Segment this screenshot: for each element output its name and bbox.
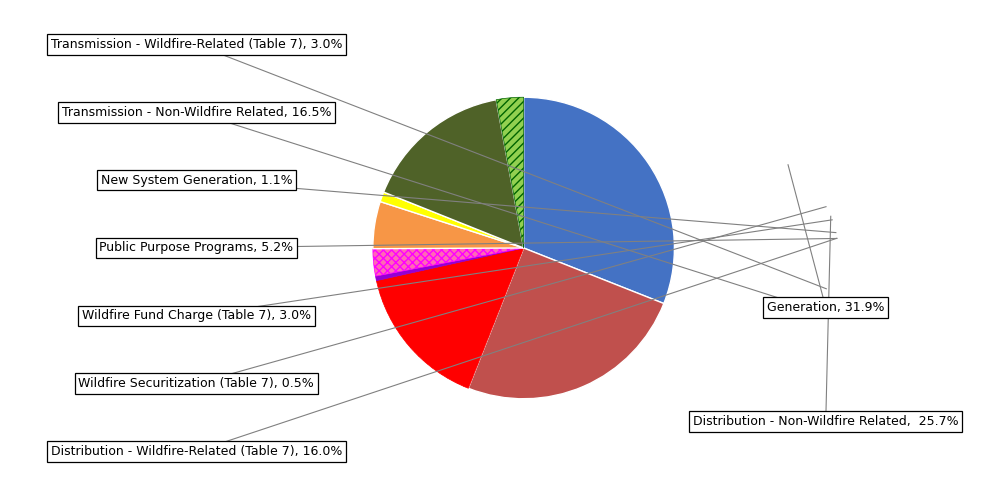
Text: Distribution - Wildfire-Related (Table 7), 16.0%: Distribution - Wildfire-Related (Table 7… (50, 445, 342, 458)
Text: New System Generation, 1.1%: New System Generation, 1.1% (101, 174, 292, 186)
Wedge shape (373, 201, 524, 248)
Text: Wildfire Securitization (Table 7), 0.5%: Wildfire Securitization (Table 7), 0.5% (79, 377, 314, 390)
Text: Transmission - Wildfire-Related (Table 7), 3.0%: Transmission - Wildfire-Related (Table 7… (50, 38, 342, 51)
Wedge shape (381, 192, 524, 248)
Text: Generation, 31.9%: Generation, 31.9% (767, 301, 884, 314)
Wedge shape (496, 97, 524, 248)
Text: Distribution - Non-Wildfire Related,  25.7%: Distribution - Non-Wildfire Related, 25.… (693, 415, 959, 428)
Wedge shape (468, 248, 664, 399)
Wedge shape (377, 248, 524, 388)
Text: Transmission - Non-Wildfire Related, 16.5%: Transmission - Non-Wildfire Related, 16.… (61, 106, 331, 119)
Wedge shape (373, 248, 524, 276)
Wedge shape (524, 97, 675, 304)
Text: Public Purpose Programs, 5.2%: Public Purpose Programs, 5.2% (100, 242, 293, 254)
Wedge shape (376, 248, 524, 281)
Wedge shape (384, 100, 524, 248)
Text: Wildfire Fund Charge (Table 7), 3.0%: Wildfire Fund Charge (Table 7), 3.0% (82, 310, 311, 322)
